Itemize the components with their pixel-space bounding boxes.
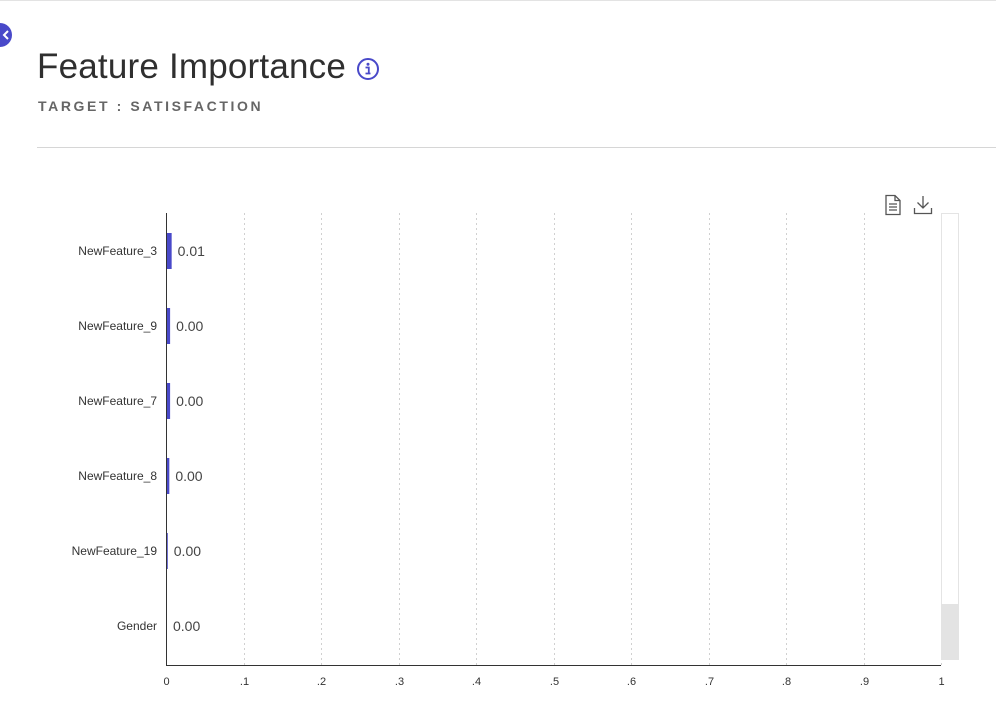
chart-scrollbar-track[interactable] (941, 213, 959, 660)
feature-bar (167, 308, 171, 344)
download-icon[interactable] (912, 193, 934, 217)
x-tick-label: .9 (860, 676, 869, 688)
y-category-label: Gender (117, 619, 157, 633)
feature-bar (167, 383, 171, 419)
feature-bar (167, 233, 172, 269)
bar-value-label: 0.01 (178, 243, 205, 259)
x-tick-label: .8 (782, 676, 791, 688)
y-category-label: NewFeature_7 (78, 394, 157, 408)
info-icon[interactable] (356, 57, 380, 81)
x-tick-label: .7 (705, 676, 714, 688)
bar-value-label: 0.00 (175, 468, 202, 484)
y-category-label: NewFeature_8 (78, 469, 157, 483)
bar-value-label: 0.00 (176, 318, 203, 334)
chevron-left-icon (2, 30, 9, 40)
x-tick-label: .3 (395, 676, 404, 688)
bar-value-label: 0.00 (174, 543, 201, 559)
x-tick-label: 1 (938, 676, 944, 688)
x-tick-label: .5 (550, 676, 559, 688)
target-subtitle: TARGET : SATISFACTION (38, 98, 264, 114)
page-title: Feature Importance (37, 47, 347, 86)
x-tick-label: .4 (472, 676, 481, 688)
x-tick-label: 0 (163, 676, 169, 688)
x-tick-label: .6 (627, 676, 636, 688)
document-icon[interactable] (882, 193, 904, 217)
x-tick-label: .2 (317, 676, 326, 688)
x-tick-label: .1 (240, 676, 249, 688)
header-divider (37, 147, 996, 148)
feature-bar (167, 533, 168, 569)
chart-scrollbar-thumb[interactable] (941, 604, 959, 660)
top-border (0, 0, 996, 1)
bar-value-label: 0.00 (173, 618, 200, 634)
collapse-sidebar-button[interactable] (0, 23, 12, 47)
feature-bar (167, 458, 170, 494)
bar-value-label: 0.00 (176, 393, 203, 409)
y-category-label: NewFeature_9 (78, 319, 157, 333)
y-category-label: NewFeature_19 (72, 544, 158, 558)
y-category-label: NewFeature_3 (78, 244, 157, 258)
